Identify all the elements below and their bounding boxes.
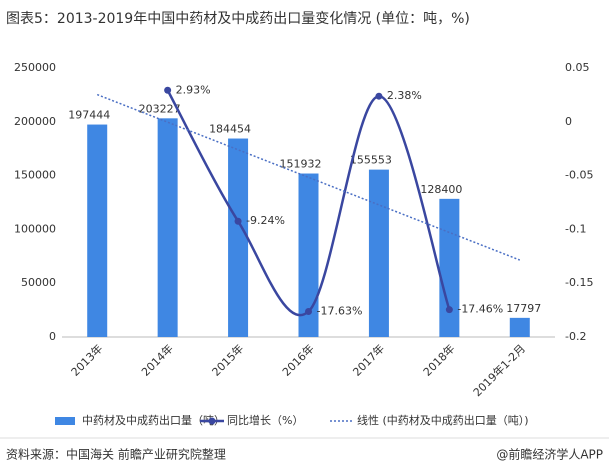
y-tick-label: 150000: [14, 169, 56, 182]
line: [166, 89, 451, 317]
bar-label: 155553: [350, 154, 392, 167]
line-label: 2.93%: [176, 83, 211, 96]
bar: [157, 118, 178, 337]
legend-swatch: [208, 417, 216, 425]
y-tick-label: 0: [49, 330, 56, 343]
y-tick-label: 100000: [14, 222, 56, 235]
credit: @前瞻经济学人APP: [496, 447, 603, 462]
bar: [87, 124, 108, 337]
bar: [509, 317, 530, 337]
bar-label: 197444: [68, 109, 110, 122]
bar: [439, 198, 460, 337]
legend-label: 中药材及中成药出口量（吨）: [82, 413, 225, 427]
y2-tick-label: 0.05: [565, 61, 590, 74]
x-tick-label: 2018年: [420, 341, 457, 378]
bar: [228, 138, 249, 337]
legend-label: 线性 (中药材及中成药出口量（吨）): [357, 413, 529, 427]
x-tick-label: 2013年: [68, 341, 105, 378]
bar-label: 203227: [139, 102, 181, 115]
y2-tick-label: -0.05: [565, 169, 593, 182]
source: 资料来源：中国海关 前瞻产业研究院整理: [6, 447, 226, 462]
line-marker: [234, 217, 242, 225]
bar-label: 128400: [420, 183, 462, 196]
y2-tick-label: -0.1: [565, 222, 586, 235]
bar-label: 184454: [209, 123, 251, 136]
line-marker: [305, 307, 312, 315]
x-tick-label: 2014年: [138, 341, 175, 378]
x-tick-label: 2016年: [279, 341, 316, 378]
line-marker: [445, 306, 453, 314]
legend-swatch: [55, 417, 75, 425]
y2-tick-label: 0: [565, 115, 572, 128]
line-label: -9.24%: [246, 214, 285, 227]
x-tick-label: 2015年: [209, 341, 246, 378]
line-label: -17.46%: [457, 303, 503, 316]
bar: [368, 169, 389, 337]
x-tick-label: 2017年: [350, 341, 387, 378]
line-label: -17.63%: [317, 304, 363, 317]
y-tick-label: 250000: [14, 61, 56, 74]
bar-label: 151932: [280, 158, 322, 171]
y2-tick-label: -0.2: [565, 330, 586, 343]
bar: [298, 173, 319, 337]
chart-title: 图表5：2013-2019年中国中药材及中成药出口量变化情况 (单位：吨，%): [6, 11, 470, 27]
line-marker: [164, 86, 172, 94]
x-tick-label: 2019年1-2月: [470, 341, 528, 399]
y-tick-label: 50000: [21, 276, 56, 289]
line-marker: [375, 92, 383, 100]
y-tick-label: 200000: [14, 115, 56, 128]
line-label: 2.38%: [387, 89, 422, 102]
y2-tick-label: -0.15: [565, 276, 593, 289]
bar-label: 17797: [506, 302, 541, 315]
legend-label: 同比增长（%）: [227, 413, 303, 427]
